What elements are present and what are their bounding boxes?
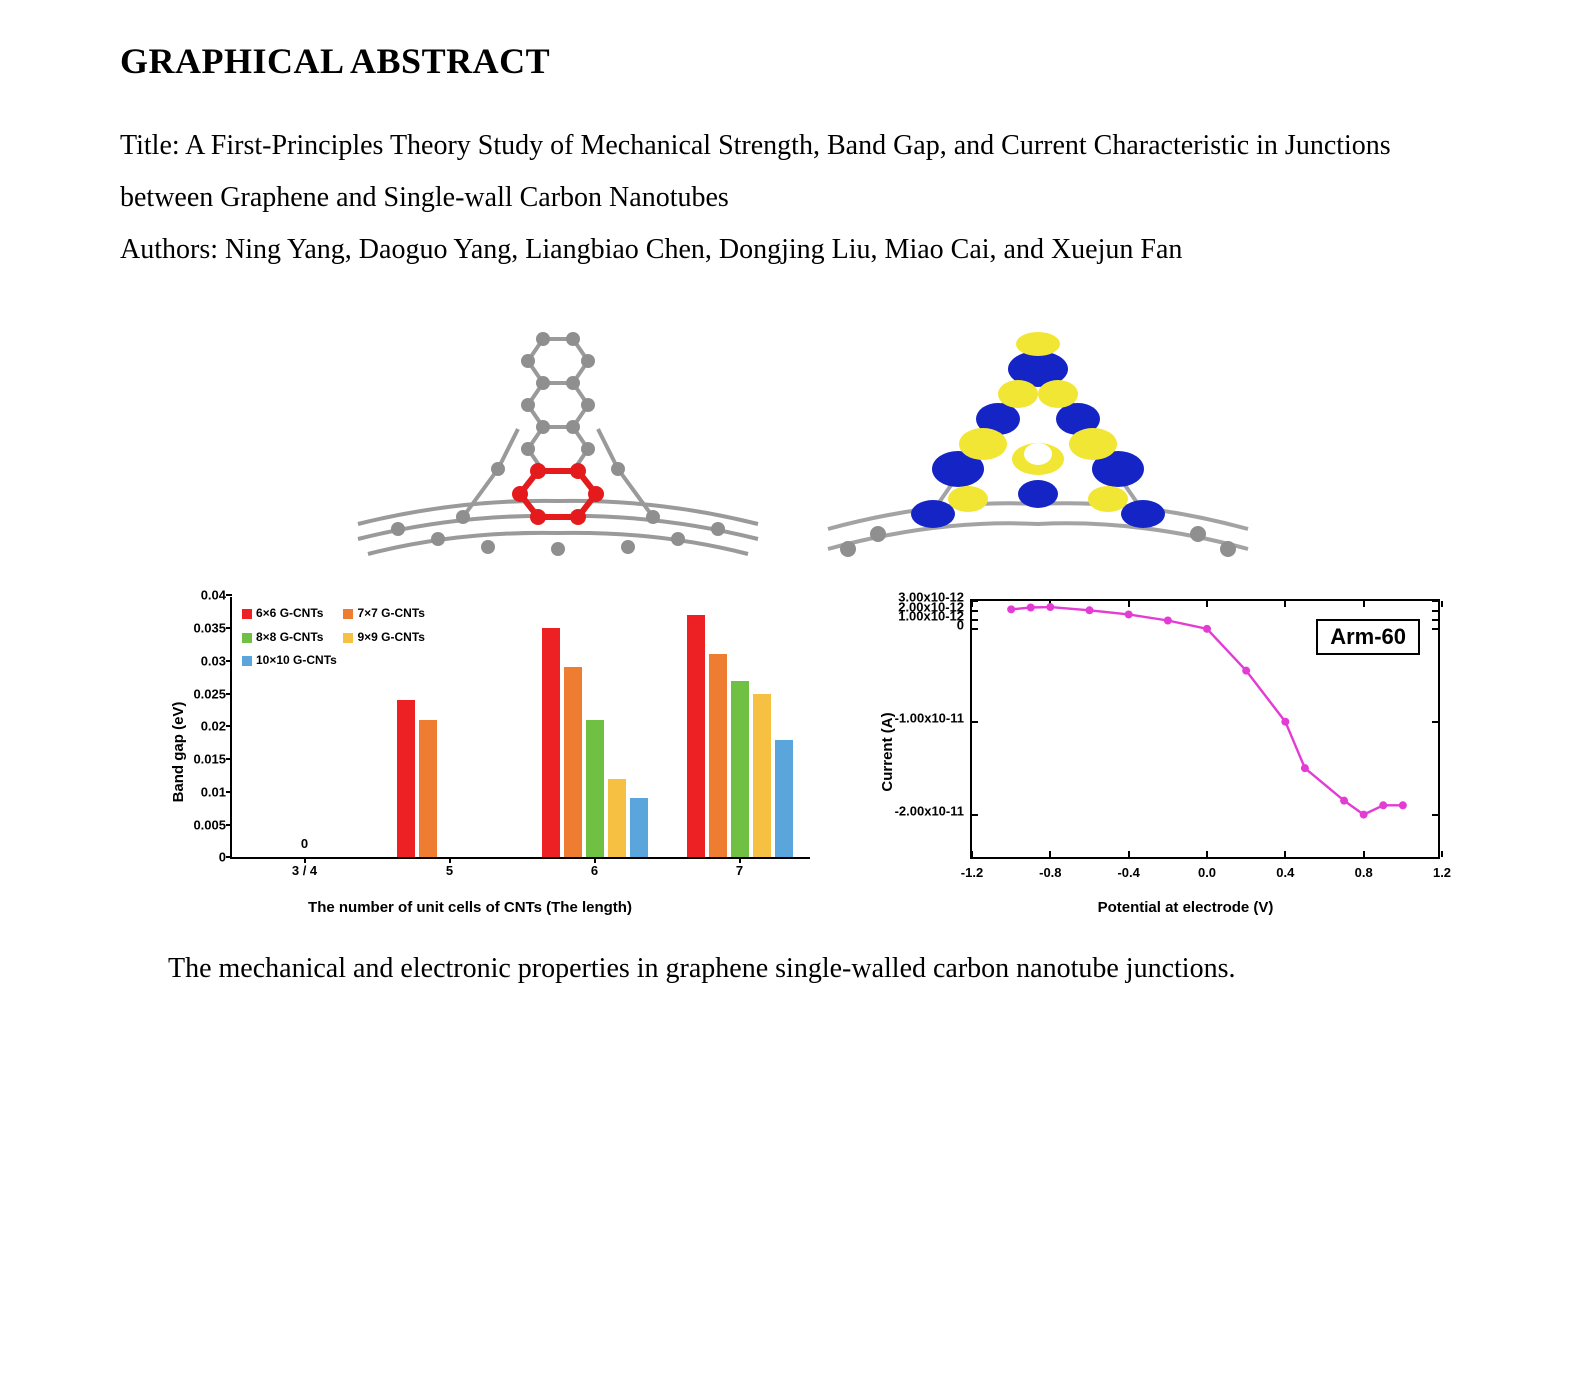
bar-zero-label: 0 (301, 836, 308, 851)
bar-y-label: Band gap (eV) (170, 701, 187, 802)
bar-x-label: The number of unit cells of CNTs (The le… (308, 899, 632, 916)
legend-label: 10×10 G-CNTs (256, 650, 337, 672)
line-x-tick: 0.0 (1198, 865, 1216, 880)
bar-x-tick: 7 (736, 863, 743, 878)
bar-legend: 6×6 G-CNTs 7×7 G-CNTs 8×8 G-CNTs 9×9 G-CNTs… (242, 603, 445, 673)
bar (542, 628, 560, 857)
line-x-tick: 1.2 (1433, 865, 1451, 880)
charts-row: Band gap (eV) The number of unit cells o… (120, 589, 1476, 914)
bar-plot-area: 6×6 G-CNTs 7×7 G-CNTs 8×8 G-CNTs 9×9 G-CNTs… (230, 597, 810, 859)
bar-y-tick: 0.01 (201, 784, 226, 799)
legend-label: 8×8 G-CNTs (256, 627, 323, 649)
line-y-label: Current (A) (879, 712, 896, 791)
bar-y-tick: 0.035 (193, 621, 226, 636)
bar-x-tick: 3 / 4 (292, 863, 317, 878)
line-y-tick: -2.00x10-11 (895, 803, 964, 818)
legend-item: 10×10 G-CNTs (242, 650, 337, 672)
line-x-tick: -0.4 (1117, 865, 1139, 880)
legend-swatch (242, 656, 252, 666)
legend-swatch (343, 609, 353, 619)
legend-item: 6×6 G-CNTs (242, 603, 323, 625)
bar (586, 720, 604, 858)
bar (630, 798, 648, 857)
bar-y-tick: 0 (219, 850, 226, 865)
molecular-figures-row (120, 299, 1476, 569)
bar (709, 654, 727, 857)
line-plot-area: Arm-60 -2.00x10-11-1.00x10-1101.00x10-12… (970, 599, 1440, 859)
bar (608, 779, 626, 858)
line-y-tick: -1.00x10-11 (895, 711, 964, 726)
bar (753, 694, 771, 858)
legend-item: 7×7 G-CNTs (343, 603, 424, 625)
line-x-tick: -0.8 (1039, 865, 1061, 880)
bar-x-tick: 5 (446, 863, 453, 878)
caption: The mechanical and electronic properties… (120, 942, 1476, 995)
line-x-label: Potential at electrode (V) (1098, 899, 1274, 916)
bar-y-tick: 0.015 (193, 752, 226, 767)
title-line: Title: A First-Principles Theory Study o… (120, 120, 1476, 224)
band-gap-bar-chart: Band gap (eV) The number of unit cells o… (120, 589, 820, 914)
legend-swatch (343, 633, 353, 643)
legend-label: 7×7 G-CNTs (357, 603, 424, 625)
bar-y-tick: 0.005 (193, 817, 226, 832)
legend-swatch (242, 633, 252, 643)
bar-y-tick: 0.03 (201, 653, 226, 668)
bar-x-tick: 6 (591, 863, 598, 878)
line-x-tick: 0.4 (1276, 865, 1294, 880)
bar-y-tick: 0.025 (193, 686, 226, 701)
legend-item: 8×8 G-CNTs (242, 627, 323, 649)
bar (687, 615, 705, 857)
bar (564, 667, 582, 857)
legend-swatch (242, 609, 252, 619)
molecular-right (818, 299, 1258, 569)
page-heading: GRAPHICAL ABSTRACT (120, 40, 1476, 82)
bar (419, 720, 437, 858)
molecular-left (338, 299, 778, 569)
legend-label: 6×6 G-CNTs (256, 603, 323, 625)
bar (731, 681, 749, 858)
authors-line: Authors: Ning Yang, Daoguo Yang, Liangbi… (120, 224, 1476, 276)
legend-item: 9×9 G-CNTs (343, 627, 424, 649)
bar (775, 740, 793, 858)
iv-line-chart: Current (A) Potential at electrode (V) A… (850, 589, 1460, 914)
bar-y-tick: 0.04 (201, 588, 226, 603)
legend-label: 9×9 G-CNTs (357, 627, 424, 649)
meta-block: Title: A First-Principles Theory Study o… (120, 120, 1476, 275)
line-svg (972, 601, 1442, 861)
line-x-tick: -1.2 (961, 865, 983, 880)
bar (397, 700, 415, 857)
line-y-tick: 3.00x10-12 (898, 590, 964, 605)
line-x-tick: 0.8 (1355, 865, 1373, 880)
bar-y-tick: 0.02 (201, 719, 226, 734)
